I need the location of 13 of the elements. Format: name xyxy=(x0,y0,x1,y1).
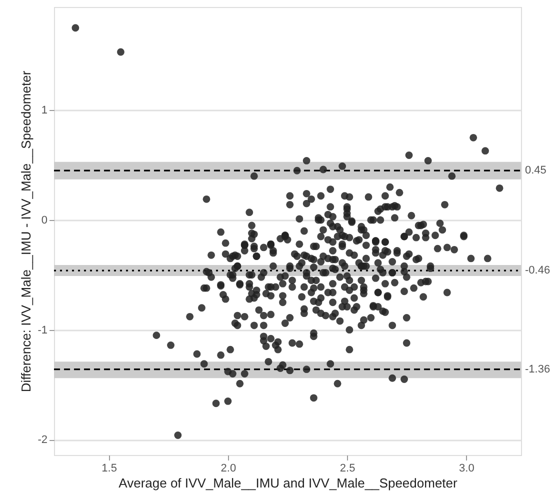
y-tick-label: 0 xyxy=(41,214,48,227)
y-tick-label: -1 xyxy=(38,324,48,336)
x-tick-label: 3.0 xyxy=(459,462,474,474)
x-tick-label: 1.5 xyxy=(102,462,117,474)
y-tick-label: -2 xyxy=(38,434,48,446)
y-tick-label: 1 xyxy=(41,104,48,117)
ref-line-label: -0.46 xyxy=(525,264,550,277)
ref-line-label: 0.45 xyxy=(525,164,546,177)
ref-line-label: -1.36 xyxy=(525,363,550,376)
y-axis-title: Difference: IVV_Male__IMU - IVV_Male__Speedometer xyxy=(18,70,34,392)
x-axis-title: Average of IVV_Male__IMU and IVV_Male__Speedometer xyxy=(118,476,458,490)
x-tick-label: 2.0 xyxy=(220,462,236,474)
x-tick-label: 2.5 xyxy=(340,462,356,474)
